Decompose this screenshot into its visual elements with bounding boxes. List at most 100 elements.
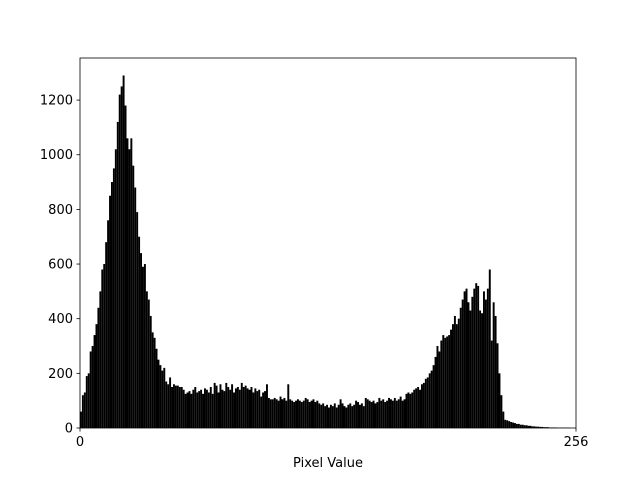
bar bbox=[537, 426, 540, 428]
bar bbox=[273, 397, 276, 428]
bar bbox=[366, 399, 369, 428]
bar bbox=[318, 403, 321, 428]
bar bbox=[374, 403, 377, 428]
bar bbox=[128, 149, 131, 428]
bar bbox=[417, 387, 420, 428]
bar bbox=[324, 406, 327, 428]
bar bbox=[467, 302, 470, 428]
y-tick-label: 200 bbox=[48, 367, 73, 382]
bar bbox=[506, 420, 509, 428]
bar bbox=[223, 391, 226, 428]
bar bbox=[136, 212, 139, 428]
bar bbox=[502, 411, 505, 428]
bar bbox=[403, 399, 406, 428]
bar bbox=[351, 406, 354, 428]
bar bbox=[341, 403, 344, 428]
bar bbox=[461, 299, 464, 428]
bar bbox=[492, 302, 495, 428]
bar bbox=[153, 337, 156, 428]
bar bbox=[422, 382, 425, 428]
bar bbox=[192, 389, 195, 428]
bar bbox=[415, 388, 418, 428]
bar bbox=[481, 313, 483, 428]
bar bbox=[331, 406, 334, 428]
bar bbox=[258, 389, 261, 428]
bar bbox=[527, 425, 530, 428]
bar bbox=[368, 400, 371, 428]
bar bbox=[105, 242, 108, 428]
bar bbox=[523, 425, 526, 428]
bar bbox=[207, 392, 210, 428]
bar bbox=[382, 399, 385, 428]
bar bbox=[535, 426, 538, 428]
bar bbox=[490, 340, 493, 428]
bar bbox=[112, 168, 115, 429]
bar bbox=[165, 381, 168, 428]
bar bbox=[213, 382, 216, 428]
bar bbox=[95, 324, 98, 428]
bar bbox=[448, 335, 451, 428]
bar bbox=[450, 329, 452, 428]
y-tick-label: 1000 bbox=[40, 148, 73, 163]
bar bbox=[291, 400, 294, 428]
bar bbox=[347, 404, 350, 428]
bar bbox=[407, 392, 410, 428]
bar bbox=[372, 400, 375, 428]
bar bbox=[426, 377, 429, 428]
bar bbox=[355, 400, 358, 428]
bar bbox=[512, 422, 514, 428]
bar bbox=[244, 385, 247, 428]
bar bbox=[215, 385, 218, 428]
bar bbox=[459, 307, 462, 428]
x-axis-label: Pixel Value bbox=[293, 456, 363, 471]
bar bbox=[496, 343, 499, 428]
bar bbox=[469, 310, 472, 428]
bar bbox=[401, 400, 404, 428]
bar bbox=[235, 388, 237, 428]
bar bbox=[533, 426, 536, 428]
bar bbox=[390, 399, 392, 428]
bar bbox=[521, 424, 524, 428]
bar bbox=[438, 351, 441, 428]
bar bbox=[211, 393, 214, 428]
bar bbox=[395, 400, 398, 428]
x-tick-label: 256 bbox=[564, 435, 589, 450]
bar bbox=[91, 346, 94, 428]
bar bbox=[85, 376, 88, 428]
bar bbox=[266, 384, 268, 428]
bar bbox=[269, 399, 272, 428]
bar bbox=[233, 392, 235, 428]
bar bbox=[275, 399, 278, 428]
bar bbox=[186, 392, 189, 428]
plot-frame bbox=[79, 57, 577, 429]
bar bbox=[190, 393, 193, 428]
bar bbox=[411, 392, 414, 428]
bar bbox=[488, 269, 491, 428]
bar bbox=[176, 385, 179, 428]
bar bbox=[111, 182, 113, 428]
bar bbox=[99, 291, 102, 428]
bar bbox=[252, 392, 255, 428]
bar bbox=[546, 427, 549, 428]
bar bbox=[248, 389, 251, 428]
bar bbox=[161, 370, 164, 428]
bar bbox=[256, 391, 259, 428]
bar bbox=[475, 283, 478, 428]
bar bbox=[483, 291, 485, 428]
bar bbox=[188, 391, 191, 428]
bar bbox=[525, 425, 528, 428]
bar bbox=[283, 397, 286, 428]
bar bbox=[541, 426, 544, 428]
bar bbox=[238, 389, 241, 428]
bar bbox=[304, 397, 307, 428]
bar bbox=[287, 384, 290, 428]
bar bbox=[163, 367, 166, 428]
bar bbox=[132, 165, 135, 428]
bar bbox=[281, 399, 284, 428]
bar bbox=[236, 387, 239, 428]
bar bbox=[514, 423, 516, 428]
bar bbox=[118, 94, 121, 428]
bar bbox=[306, 399, 309, 428]
bar bbox=[543, 427, 545, 428]
bar bbox=[486, 288, 489, 428]
